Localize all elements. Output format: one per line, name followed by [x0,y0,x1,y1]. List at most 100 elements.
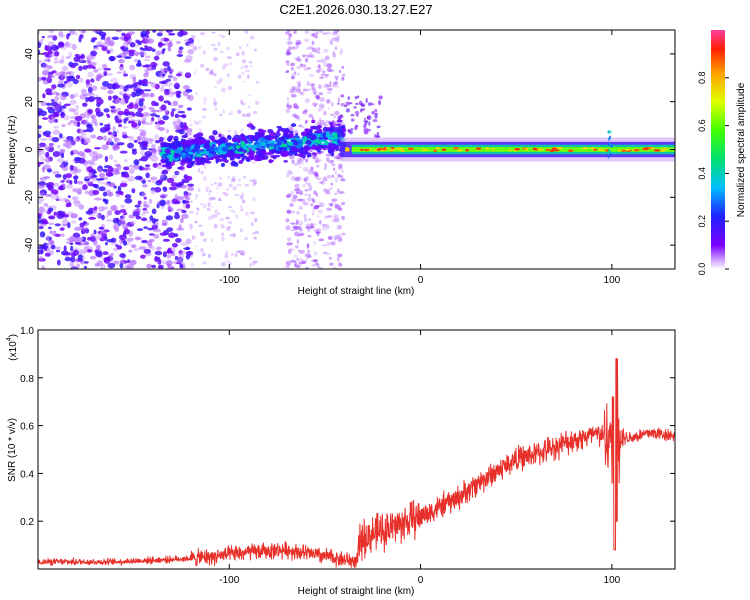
spectral-point [175,237,182,243]
spectral-point [208,70,214,75]
spectral-point [296,198,302,202]
spectral-point [249,61,253,64]
spectral-point [250,35,255,40]
spectral-point [233,141,239,145]
spectral-point [182,199,187,204]
spectral-point [207,202,211,207]
spectral-point [179,263,184,269]
spectral-point [148,198,153,205]
spectral-point [286,62,290,67]
spectral-point [52,151,61,157]
spectral-point [317,109,320,112]
spectral-point [350,118,355,122]
spectral-point [64,159,68,163]
spectral-point [339,50,343,56]
spectral-point [44,145,53,149]
spectral-point [290,210,296,214]
spectral-point [331,201,336,204]
spectral-point [318,119,325,122]
spectral-point [433,149,438,153]
spectral-point [344,149,350,152]
spectral-point [337,102,340,105]
spectral-point [202,238,208,242]
spectral-point [250,211,255,215]
spectral-point [173,213,180,220]
spectral-point [43,130,52,136]
spectral-point [253,236,257,240]
spectral-point [160,193,169,198]
spectral-point [236,183,242,187]
spectral-point [337,237,343,243]
spectral-point [134,204,141,208]
spectral-point [164,143,172,146]
spectral-point [109,56,115,62]
spectral-point [320,139,326,143]
spectral-point [114,210,121,215]
spectral-point [110,252,115,256]
spectral-point [178,46,184,51]
spectral-point [336,256,340,262]
spectral-point [340,191,345,194]
spectral-point [297,72,300,76]
spectral-point [78,204,85,210]
spectral-point [582,147,589,150]
spectral-point [240,252,246,256]
spectral-point [102,251,109,256]
spectral-point [162,48,166,52]
spectral-point [190,262,194,268]
spectral-point [305,176,310,181]
spectral-point [205,139,211,145]
spectral-point [86,166,93,173]
spectral-point [110,107,117,114]
colorbar-ticks: 0.00.20.40.60.8 [697,72,729,275]
spectral-point [376,131,380,136]
spectral-point [212,72,217,76]
spectral-point [106,113,110,117]
spectral-point [184,149,190,153]
spectral-point [111,36,120,41]
spectral-point [38,60,44,64]
spectral-point [76,121,81,128]
spectral-point [43,202,48,206]
spectral-point [316,69,321,74]
spectral-point [317,159,322,162]
spectral-point [39,138,48,141]
spectral-point [291,222,297,225]
spectral-point [376,135,380,138]
spectral-point [109,154,114,161]
spectral-point [185,254,191,260]
spectral-point [91,118,97,124]
spectral-point [293,71,297,75]
spectral-point [230,209,235,213]
spectral-point [365,98,368,103]
spectral-point [323,188,327,193]
spectral-point [228,205,233,209]
spectral-point [150,82,157,88]
spectral-point [132,208,141,215]
spectral-point [149,176,158,181]
spectral-point [90,78,95,83]
spectral-point [186,163,191,169]
spectral-point [168,32,176,36]
spectral-point [201,252,206,257]
spectral-point [273,135,279,139]
spectral-point [38,108,43,114]
spectral-point [299,249,305,254]
spectral-point [133,159,140,166]
spectral-point [173,261,177,265]
spectral-point [336,34,341,40]
spectral-point [158,136,164,143]
spectral-point [297,139,303,145]
spectral-point [62,217,68,222]
spectral-point [217,212,221,216]
spectral-point [650,146,655,150]
spectral-point [363,148,370,152]
spectral-point [166,165,173,170]
spectral-point [123,240,128,246]
spectral-point [322,70,326,73]
spectral-point [131,91,137,98]
spectral-point [58,42,65,48]
spectral-point [338,191,343,195]
spectral-point [316,177,322,181]
